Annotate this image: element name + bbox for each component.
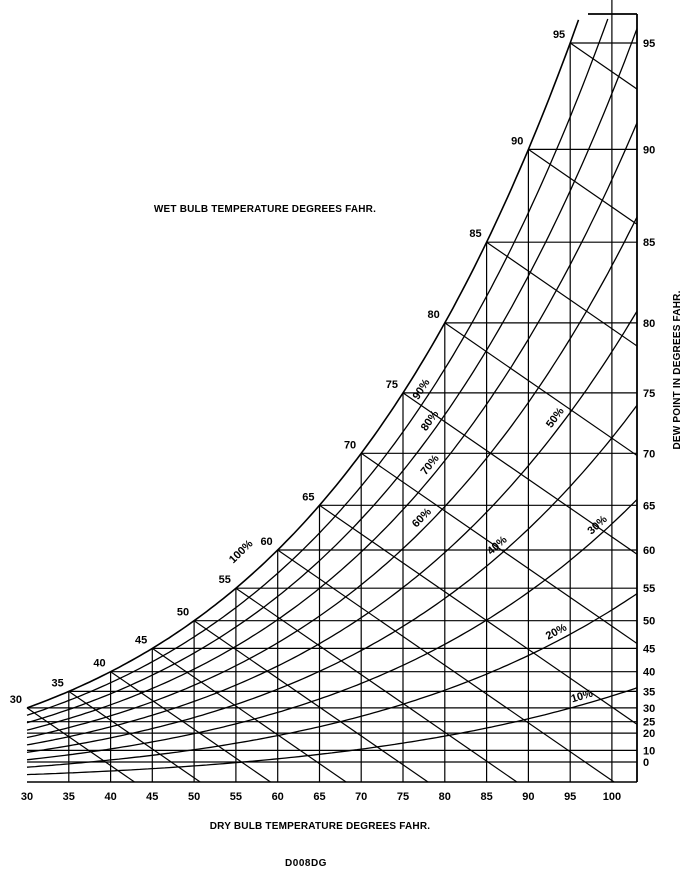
rh-curve	[26, 19, 580, 709]
dew-point-tick-label: 80	[643, 318, 655, 330]
x-tick-label: 65	[313, 791, 325, 803]
rh-label: 20%	[544, 621, 569, 642]
wet-bulb-tick-label: 65	[302, 491, 314, 503]
dew-point-tick-label: 20	[643, 728, 655, 740]
wet-bulb-tick-label: 50	[177, 607, 189, 619]
rh-curve	[26, 404, 638, 754]
rh-label: 90%	[411, 377, 433, 402]
dew-point-tick-label: 95	[643, 38, 655, 50]
dew-point-tick-label: 30	[643, 703, 655, 715]
dew-point-tick-label: 50	[643, 616, 655, 628]
x-tick-label: 55	[230, 791, 242, 803]
wet-bulb-line	[569, 42, 638, 90]
x-tick-label: 70	[355, 791, 367, 803]
figure-id: D008DG	[285, 858, 327, 869]
dew-point-tick-label: 10	[643, 745, 655, 757]
x-tick-label: 85	[480, 791, 492, 803]
dew-point-tick-label: 55	[643, 583, 655, 595]
rh-label: 60%	[410, 506, 434, 530]
dew-point-tick-label: 35	[643, 686, 655, 698]
wet-bulb-tick-label: 55	[219, 574, 231, 586]
wet-bulb-line	[151, 647, 347, 783]
rh-label: 70%	[419, 453, 442, 478]
x-axis-title: DRY BULB TEMPERATURE DEGREES FAHR.	[210, 821, 431, 832]
wet-bulb-tick-label: 95	[553, 29, 565, 41]
wet-bulb-tick-label: 45	[135, 634, 147, 646]
rh-label: 100%	[227, 538, 256, 566]
dew-point-tick-label: 85	[643, 237, 655, 249]
dew-point-tick-label: 0	[643, 757, 649, 769]
x-tick-label: 50	[188, 791, 200, 803]
wet-bulb-line	[528, 148, 638, 225]
rh-label: 40%	[485, 534, 510, 558]
wet-bulb-line	[486, 241, 638, 347]
x-tick-label: 60	[272, 791, 284, 803]
dew-point-tick-label: 75	[643, 388, 655, 400]
rh-curve	[26, 122, 638, 731]
x-tick-label: 90	[522, 791, 534, 803]
rh-curve	[26, 499, 638, 761]
wet-bulb-tick-label: 80	[428, 309, 440, 321]
wet-bulb-tick-label: 60	[260, 536, 272, 548]
rh-label: 10%	[570, 688, 595, 706]
rh-curve	[26, 310, 638, 746]
rh-label: 50%	[544, 405, 567, 430]
x-tick-label: 40	[104, 791, 116, 803]
x-tick-label: 35	[63, 791, 75, 803]
dew-point-tick-label: 60	[643, 545, 655, 557]
rh-curve	[26, 216, 638, 739]
dew-point-tick-label: 40	[643, 667, 655, 679]
wet-bulb-tick-label: 90	[511, 135, 523, 147]
x-tick-label: 100	[603, 791, 621, 803]
wet-bulb-axis-title: WET BULB TEMPERATURE DEGREES FAHR.	[154, 204, 376, 215]
rh-curve	[26, 593, 638, 768]
rh-curve	[26, 687, 638, 776]
wet-bulb-tick-label: 70	[344, 439, 356, 451]
wet-bulb-tick-label: 75	[386, 379, 398, 391]
wet-bulb-tick-label: 40	[93, 658, 105, 670]
x-tick-label: 80	[439, 791, 451, 803]
rh-curve	[26, 18, 609, 716]
dew-point-tick-label: 45	[643, 643, 655, 655]
wet-bulb-tick-label: 85	[469, 228, 481, 240]
wet-bulb-tick-label: 30	[10, 694, 22, 706]
rh-label: 80%	[419, 408, 442, 433]
dew-point-tick-label: 65	[643, 500, 655, 512]
wet-bulb-line	[110, 671, 271, 783]
x-tick-label: 30	[21, 791, 33, 803]
dew-point-tick-label: 25	[643, 717, 655, 729]
dew-point-tick-label: 90	[643, 144, 655, 156]
y-axis-title: DEW POINT IN DEGREES FAHR.	[672, 290, 683, 449]
x-tick-label: 45	[146, 791, 158, 803]
x-tick-label: 95	[564, 791, 576, 803]
rh-curve	[26, 28, 638, 724]
dew-point-tick-label: 70	[643, 448, 655, 460]
wet-bulb-tick-label: 35	[52, 677, 64, 689]
wet-bulb-line	[444, 322, 638, 456]
wet-bulb-line	[277, 549, 615, 783]
wet-bulb-line	[26, 707, 135, 783]
wet-bulb-line	[235, 587, 518, 783]
wet-bulb-line	[360, 452, 638, 644]
x-tick-label: 75	[397, 791, 409, 803]
